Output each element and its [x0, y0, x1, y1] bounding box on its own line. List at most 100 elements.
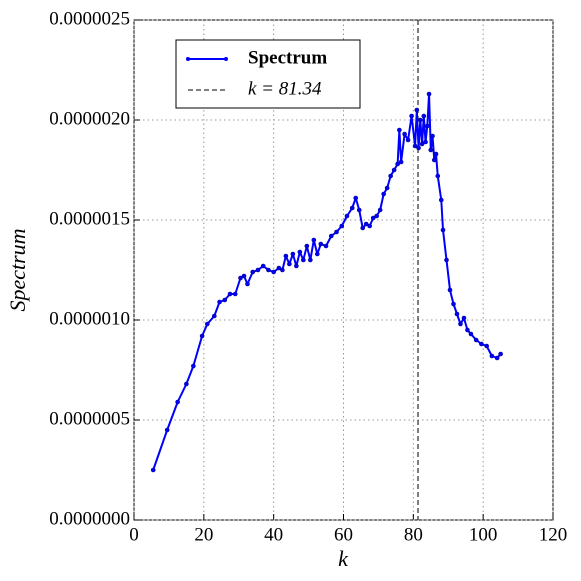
data-point: [318, 241, 324, 247]
data-point: [479, 341, 484, 347]
data-point: [217, 299, 222, 305]
data-point: [447, 287, 453, 293]
data-point: [205, 321, 210, 327]
data-point: [227, 291, 233, 297]
data-point: [423, 139, 428, 145]
data-point: [461, 315, 467, 321]
y-tick-label: 0.0000010: [49, 308, 130, 329]
data-point: [381, 191, 386, 197]
data-point: [395, 161, 400, 167]
data-point: [323, 243, 329, 249]
data-point: [360, 225, 366, 231]
data-point: [280, 267, 285, 273]
data-point: [260, 263, 266, 269]
series-line: [152, 93, 502, 471]
data-point: [377, 207, 383, 213]
data-point: [328, 233, 334, 239]
data-point: [494, 355, 500, 361]
data-point: [428, 147, 434, 153]
data-point: [416, 145, 421, 151]
data-point: [250, 269, 256, 275]
data-point: [245, 281, 250, 287]
data-point: [232, 291, 238, 297]
x-tick-label: 60: [334, 524, 353, 545]
data-point: [451, 301, 456, 307]
data-point: [397, 127, 402, 133]
y-tick-label: 0.0000005: [49, 408, 130, 429]
data-point: [199, 333, 205, 339]
x-axis-label: k: [338, 546, 349, 571]
data-point: [409, 113, 414, 119]
data-point: [444, 257, 449, 263]
data-point: [374, 213, 379, 219]
y-axis-label: Spectrum: [5, 228, 30, 311]
data-point: [489, 353, 495, 359]
data-point: [367, 223, 372, 229]
data-point: [290, 251, 296, 257]
data-point: [388, 173, 393, 179]
legend-label: k = 81.34: [248, 78, 322, 99]
data-point: [344, 213, 350, 219]
x-tick-label: 80: [404, 524, 423, 545]
data-point: [287, 261, 292, 267]
data-point: [405, 137, 411, 143]
data-point: [175, 399, 180, 405]
legend-marker: [224, 57, 228, 61]
data-point: [438, 197, 444, 203]
data-point: [454, 311, 460, 317]
data-point: [184, 381, 189, 387]
data-point: [473, 337, 479, 343]
data-point: [191, 363, 196, 369]
data-point: [431, 157, 437, 163]
data-point: [402, 131, 407, 137]
data-point: [301, 257, 306, 263]
data-point: [334, 229, 339, 235]
data-point: [398, 159, 404, 165]
data-point: [433, 151, 439, 157]
legend-label: Spectrum: [248, 47, 327, 68]
data-point: [222, 297, 228, 303]
data-point: [430, 133, 435, 139]
data-point: [255, 267, 261, 273]
x-tick-label: 120: [539, 524, 568, 545]
x-tick-label: 0: [129, 524, 139, 545]
legend-marker: [186, 57, 190, 61]
data-point: [311, 237, 317, 243]
data-point: [484, 343, 489, 349]
data-point: [150, 467, 156, 473]
x-tick-label: 20: [194, 524, 213, 545]
x-tick-label: 100: [469, 524, 498, 545]
data-point: [391, 167, 397, 173]
data-point: [370, 215, 376, 221]
data-point: [276, 265, 282, 271]
data-point: [458, 321, 463, 327]
data-point: [435, 173, 441, 179]
data-point: [424, 123, 430, 129]
y-tick-label: 0.0000020: [49, 108, 130, 129]
data-point: [238, 275, 243, 281]
y-tick-label: 0.0000025: [49, 8, 130, 29]
data-point: [412, 143, 418, 149]
data-point: [356, 207, 362, 213]
data-point: [315, 251, 320, 257]
data-point: [294, 263, 299, 269]
data-point: [164, 427, 170, 433]
data-point: [465, 327, 470, 333]
data-point: [308, 257, 313, 263]
data-point: [418, 117, 423, 123]
data-point: [363, 221, 369, 227]
data-point: [498, 351, 503, 357]
y-tick-label: 0.0000015: [49, 208, 130, 229]
data-point: [419, 141, 425, 147]
data-point: [271, 269, 276, 275]
data-point: [426, 91, 432, 97]
data-point: [212, 313, 217, 319]
legend-box: [175, 39, 361, 109]
data-point: [440, 227, 446, 233]
data-point: [241, 273, 247, 279]
data-point: [297, 249, 303, 255]
data-point: [339, 223, 345, 229]
data-point: [283, 253, 289, 259]
data-point: [353, 195, 359, 201]
